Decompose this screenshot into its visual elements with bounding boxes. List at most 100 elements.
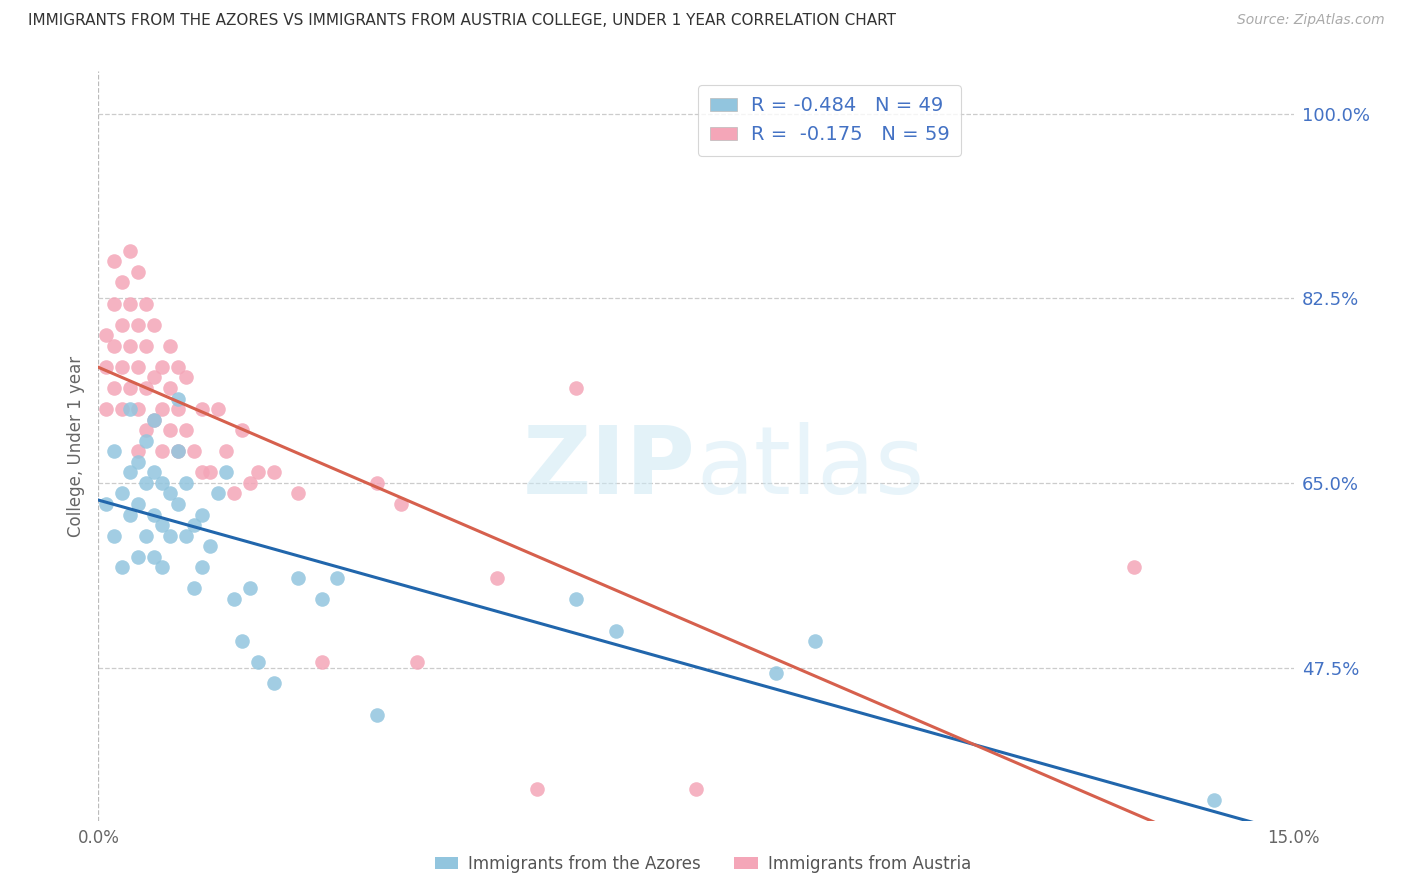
Point xyxy=(167,392,190,406)
Point xyxy=(96,402,118,417)
Point xyxy=(111,318,134,332)
Point xyxy=(1202,792,1225,806)
Point xyxy=(103,254,125,268)
Point xyxy=(167,402,190,417)
Point xyxy=(135,423,157,437)
Point xyxy=(222,592,245,607)
Point xyxy=(239,475,262,490)
Point xyxy=(111,276,134,290)
Point xyxy=(183,582,205,596)
Point xyxy=(150,359,173,374)
Point xyxy=(150,518,173,533)
Point xyxy=(263,676,285,690)
Point xyxy=(191,466,214,480)
Point xyxy=(135,296,157,310)
Point xyxy=(150,402,173,417)
Point xyxy=(111,560,134,574)
Point xyxy=(246,656,269,670)
Point xyxy=(215,466,238,480)
Point xyxy=(207,402,229,417)
Point xyxy=(222,486,245,500)
Point xyxy=(120,381,142,395)
Point xyxy=(150,475,173,490)
Point xyxy=(143,466,166,480)
Point xyxy=(765,665,787,680)
Text: Source: ZipAtlas.com: Source: ZipAtlas.com xyxy=(1237,13,1385,28)
Point xyxy=(103,444,125,458)
Point xyxy=(127,265,149,279)
Point xyxy=(485,571,508,585)
Point xyxy=(804,634,827,648)
Point xyxy=(389,497,412,511)
Point xyxy=(207,486,229,500)
Point xyxy=(366,475,388,490)
Point xyxy=(287,486,309,500)
Point xyxy=(239,582,262,596)
Point xyxy=(127,497,149,511)
Point xyxy=(287,571,309,585)
Point xyxy=(167,444,190,458)
Point xyxy=(311,656,333,670)
Text: ZIP: ZIP xyxy=(523,423,696,515)
Point xyxy=(127,549,149,564)
Point xyxy=(246,466,269,480)
Point xyxy=(96,359,118,374)
Point xyxy=(135,475,157,490)
Point xyxy=(120,508,142,522)
Point xyxy=(191,402,214,417)
Point xyxy=(120,339,142,353)
Point xyxy=(143,318,166,332)
Point xyxy=(159,486,181,500)
Point xyxy=(120,296,142,310)
Point xyxy=(565,381,588,395)
Point xyxy=(174,529,197,543)
Point xyxy=(103,529,125,543)
Point xyxy=(135,339,157,353)
Point xyxy=(143,549,166,564)
Point xyxy=(120,244,142,258)
Point xyxy=(231,634,253,648)
Point xyxy=(174,370,197,384)
Point xyxy=(159,381,181,395)
Point xyxy=(565,592,588,607)
Point xyxy=(191,560,214,574)
Point xyxy=(366,708,388,723)
Point xyxy=(150,444,173,458)
Point xyxy=(143,412,166,426)
Point xyxy=(150,560,173,574)
Point xyxy=(103,296,125,310)
Point xyxy=(159,339,181,353)
Point xyxy=(215,444,238,458)
Point xyxy=(127,359,149,374)
Point xyxy=(159,529,181,543)
Point xyxy=(174,423,197,437)
Point xyxy=(96,497,118,511)
Point xyxy=(120,466,142,480)
Point xyxy=(231,423,253,437)
Point xyxy=(127,455,149,469)
Point xyxy=(143,370,166,384)
Legend: Immigrants from the Azores, Immigrants from Austria: Immigrants from the Azores, Immigrants f… xyxy=(429,848,977,880)
Point xyxy=(183,518,205,533)
Point xyxy=(685,782,707,797)
Point xyxy=(167,444,190,458)
Point xyxy=(111,486,134,500)
Point xyxy=(526,782,548,797)
Legend: R = -0.484   N = 49, R =  -0.175   N = 59: R = -0.484 N = 49, R = -0.175 N = 59 xyxy=(699,85,962,156)
Point xyxy=(127,318,149,332)
Point xyxy=(135,381,157,395)
Point xyxy=(103,339,125,353)
Point xyxy=(167,359,190,374)
Point xyxy=(311,592,333,607)
Point xyxy=(127,444,149,458)
Point xyxy=(159,423,181,437)
Point xyxy=(191,508,214,522)
Y-axis label: College, Under 1 year: College, Under 1 year xyxy=(66,355,84,537)
Text: atlas: atlas xyxy=(696,423,924,515)
Point xyxy=(111,359,134,374)
Point xyxy=(263,466,285,480)
Point xyxy=(127,402,149,417)
Point xyxy=(1123,560,1146,574)
Text: IMMIGRANTS FROM THE AZORES VS IMMIGRANTS FROM AUSTRIA COLLEGE, UNDER 1 YEAR CORR: IMMIGRANTS FROM THE AZORES VS IMMIGRANTS… xyxy=(28,13,896,29)
Point xyxy=(326,571,349,585)
